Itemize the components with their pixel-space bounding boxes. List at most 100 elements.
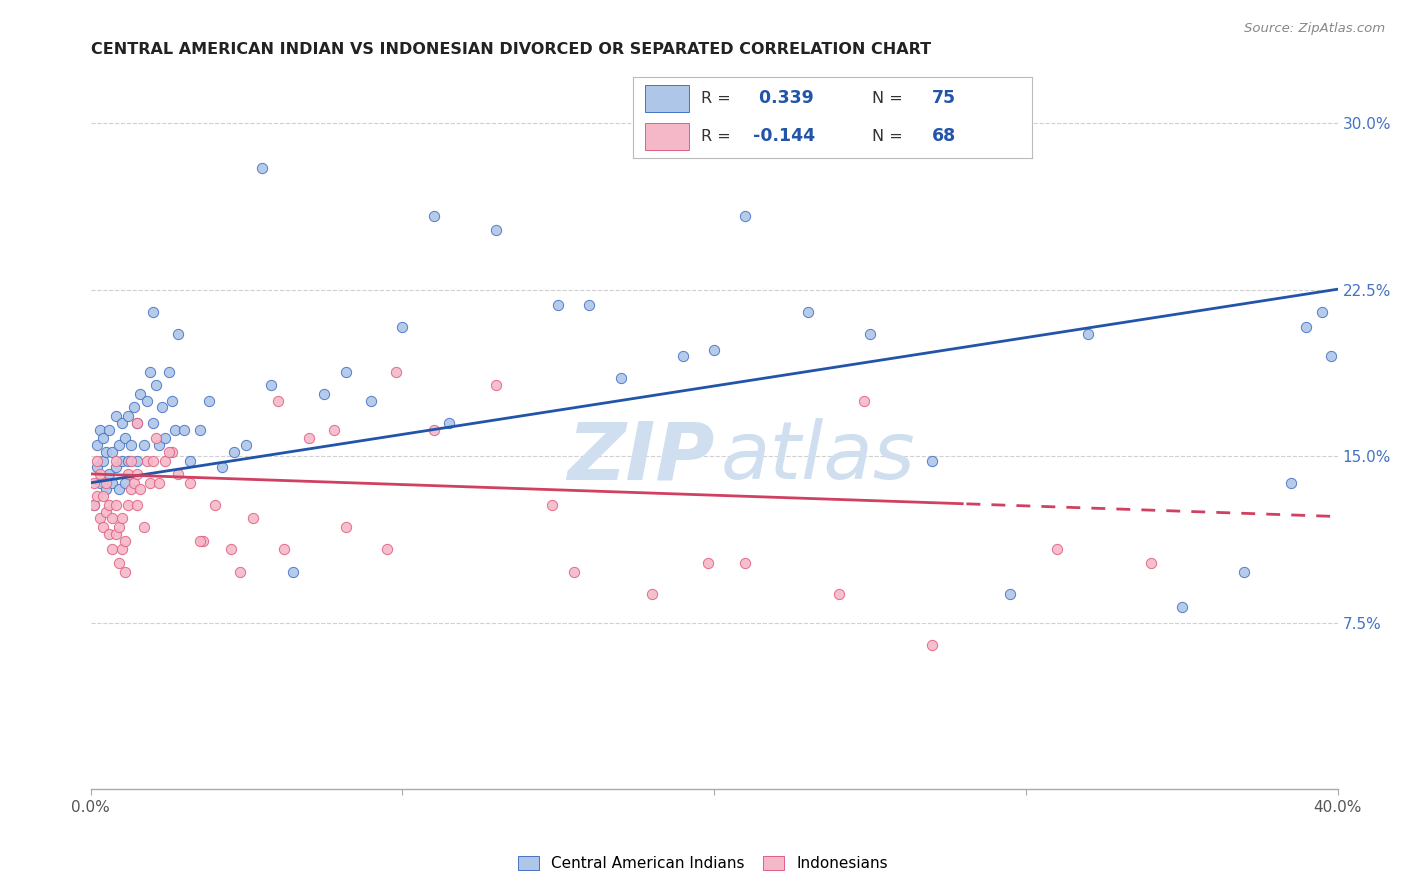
Point — [198, 393, 221, 408]
Point — [98, 423, 121, 437]
Point — [485, 378, 508, 392]
Point — [696, 556, 718, 570]
Point — [250, 161, 273, 175]
Point — [127, 498, 149, 512]
Point — [160, 444, 183, 458]
Point — [101, 444, 124, 458]
Point — [191, 533, 214, 548]
Point — [104, 409, 127, 424]
Point — [796, 305, 818, 319]
Point — [385, 365, 408, 379]
Point — [114, 475, 136, 490]
Point — [562, 565, 585, 579]
Point — [86, 489, 108, 503]
Point — [298, 431, 321, 445]
Point — [107, 438, 129, 452]
Point — [422, 423, 444, 437]
Point — [167, 326, 190, 341]
Point — [111, 542, 134, 557]
Point — [211, 460, 233, 475]
Point — [83, 475, 105, 490]
Point — [129, 483, 152, 497]
Point — [219, 542, 242, 557]
Point — [921, 638, 943, 652]
Point — [104, 453, 127, 467]
Point — [96, 475, 118, 490]
Point — [273, 542, 295, 557]
Point — [98, 467, 121, 481]
Point — [1046, 542, 1069, 557]
Point — [167, 467, 190, 481]
Point — [111, 416, 134, 430]
Point — [283, 565, 305, 579]
Point — [222, 444, 245, 458]
Point — [391, 320, 413, 334]
Point — [120, 453, 142, 467]
Point — [163, 423, 186, 437]
Point — [859, 326, 882, 341]
Point — [541, 498, 564, 512]
Point — [235, 438, 257, 452]
Point — [98, 498, 121, 512]
Point — [314, 387, 336, 401]
Point — [1233, 565, 1256, 579]
Point — [335, 520, 357, 534]
Point — [83, 498, 105, 512]
Point — [96, 483, 118, 497]
Point — [86, 460, 108, 475]
Point — [104, 498, 127, 512]
Point — [117, 498, 139, 512]
Point — [1077, 326, 1099, 341]
Point — [89, 423, 111, 437]
Point — [101, 542, 124, 557]
Point — [132, 438, 155, 452]
Point — [107, 520, 129, 534]
Point — [104, 526, 127, 541]
Point — [135, 453, 157, 467]
Point — [578, 298, 600, 312]
Point — [437, 416, 460, 430]
Point — [120, 483, 142, 497]
Point — [155, 453, 177, 467]
Point — [107, 556, 129, 570]
Point — [157, 444, 180, 458]
Point — [242, 511, 264, 525]
Point — [132, 520, 155, 534]
Point — [672, 349, 695, 363]
Point — [266, 393, 288, 408]
Point — [101, 475, 124, 490]
Point — [1171, 600, 1194, 615]
Point — [921, 453, 943, 467]
Point — [1295, 320, 1317, 334]
Point — [145, 378, 167, 392]
Point — [91, 489, 114, 503]
Point — [734, 556, 756, 570]
Point — [150, 401, 173, 415]
Point — [322, 423, 344, 437]
Point — [173, 423, 195, 437]
Point — [335, 365, 357, 379]
Point — [1310, 305, 1333, 319]
Point — [91, 520, 114, 534]
Point — [91, 453, 114, 467]
Point — [114, 565, 136, 579]
Point — [703, 343, 725, 357]
Point — [828, 587, 851, 601]
Text: atlas: atlas — [720, 418, 915, 496]
Point — [96, 444, 118, 458]
Point — [120, 438, 142, 452]
Point — [127, 416, 149, 430]
Point — [98, 526, 121, 541]
Point — [89, 511, 111, 525]
Point — [111, 511, 134, 525]
Text: CENTRAL AMERICAN INDIAN VS INDONESIAN DIVORCED OR SEPARATED CORRELATION CHART: CENTRAL AMERICAN INDIAN VS INDONESIAN DI… — [90, 42, 931, 57]
Point — [160, 393, 183, 408]
Point — [1000, 587, 1022, 601]
Point — [101, 511, 124, 525]
Point — [641, 587, 664, 601]
Point — [229, 565, 252, 579]
Point — [89, 467, 111, 481]
Point — [204, 498, 226, 512]
Point — [114, 533, 136, 548]
Point — [157, 365, 180, 379]
